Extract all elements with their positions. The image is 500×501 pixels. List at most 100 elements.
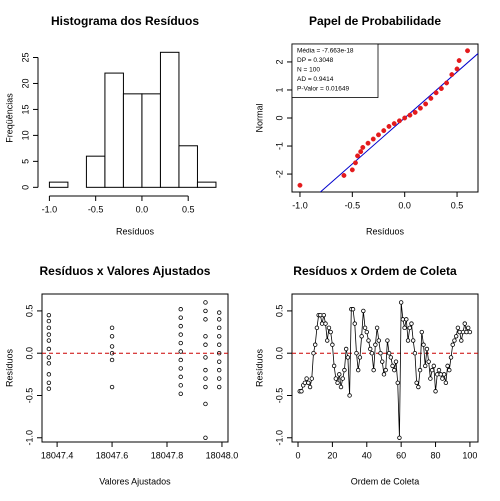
point bbox=[362, 325, 368, 331]
point bbox=[450, 342, 455, 347]
panel: Resíduos x Ordem de Coleta Ordem de Colet… bbox=[254, 264, 479, 486]
legend-entry: AD = 0.9414 bbox=[297, 76, 334, 83]
point bbox=[109, 344, 115, 349]
x-tick-label: 0.0 bbox=[136, 204, 149, 214]
point bbox=[337, 372, 342, 377]
point bbox=[459, 338, 464, 343]
y-axis-label: Freqüências bbox=[4, 93, 14, 143]
y-tick-label: 15 bbox=[20, 104, 30, 114]
point bbox=[465, 48, 470, 54]
point bbox=[178, 332, 183, 337]
point bbox=[414, 380, 419, 385]
y-tick-label: 25 bbox=[20, 52, 30, 62]
point bbox=[373, 342, 378, 347]
x-tick-label: 40 bbox=[362, 450, 372, 460]
point bbox=[398, 300, 404, 305]
x-tick-label: 18048.0 bbox=[206, 450, 239, 460]
y-tick-label: 20 bbox=[20, 78, 30, 88]
point bbox=[109, 334, 115, 339]
point bbox=[109, 351, 115, 356]
point bbox=[203, 384, 208, 390]
point bbox=[429, 367, 435, 373]
point bbox=[330, 342, 335, 347]
point bbox=[417, 367, 423, 373]
bar bbox=[48, 181, 69, 188]
point bbox=[333, 376, 339, 381]
panel: Resíduos x Valores Ajustados Valores Ajus… bbox=[4, 264, 238, 486]
point bbox=[428, 376, 433, 381]
point bbox=[447, 367, 452, 373]
plot-area bbox=[292, 300, 478, 440]
point bbox=[456, 58, 462, 63]
point bbox=[350, 307, 356, 312]
point bbox=[309, 376, 314, 381]
point bbox=[440, 376, 445, 381]
point bbox=[331, 363, 337, 369]
point bbox=[340, 376, 345, 381]
y-tick-label: 2 bbox=[274, 59, 284, 64]
point bbox=[371, 367, 376, 373]
point bbox=[178, 315, 183, 320]
y-tick-label: 0.0 bbox=[24, 347, 34, 360]
point bbox=[357, 355, 363, 360]
bar bbox=[85, 155, 106, 188]
point bbox=[386, 123, 392, 129]
y-tick-label: -0.5 bbox=[274, 388, 284, 404]
y-tick-label: 1 bbox=[274, 87, 284, 92]
point bbox=[311, 351, 316, 356]
x-tick-label: 0.5 bbox=[182, 204, 195, 214]
legend-entry: P-Valor = 0.01649 bbox=[297, 86, 349, 93]
point bbox=[449, 72, 455, 78]
x-tick-label: -0.5 bbox=[88, 204, 104, 214]
point bbox=[297, 182, 303, 188]
point bbox=[203, 376, 208, 381]
point bbox=[352, 321, 357, 326]
point bbox=[444, 80, 450, 86]
point bbox=[452, 338, 457, 343]
chart-title: Papel de Probabilidade bbox=[309, 14, 441, 28]
point bbox=[203, 300, 208, 305]
point bbox=[409, 321, 414, 326]
point bbox=[328, 329, 333, 335]
chart-title: Resíduos x Valores Ajustados bbox=[40, 264, 211, 278]
point bbox=[374, 325, 380, 331]
point bbox=[345, 355, 351, 360]
point bbox=[307, 384, 313, 390]
legend-box bbox=[291, 43, 379, 98]
y-axis-label: Resíduos bbox=[4, 348, 14, 387]
y-tick-label: 10 bbox=[20, 130, 30, 140]
point bbox=[404, 317, 409, 322]
legend-entry: Média = -7.663e-18 bbox=[297, 48, 354, 55]
point bbox=[466, 325, 471, 331]
point bbox=[313, 342, 318, 347]
point bbox=[423, 363, 428, 369]
point bbox=[341, 173, 347, 178]
point bbox=[217, 351, 222, 356]
point bbox=[438, 86, 444, 92]
point bbox=[412, 109, 418, 115]
bar bbox=[178, 145, 198, 188]
point bbox=[405, 338, 411, 343]
point bbox=[454, 66, 460, 72]
point bbox=[417, 105, 423, 111]
point bbox=[178, 357, 183, 363]
point bbox=[365, 140, 371, 146]
point bbox=[178, 366, 183, 371]
point bbox=[433, 389, 438, 394]
point bbox=[423, 101, 429, 107]
point bbox=[217, 310, 222, 315]
point bbox=[381, 128, 387, 134]
x-tick-label: -0.5 bbox=[345, 200, 361, 210]
point bbox=[358, 149, 364, 155]
point bbox=[378, 351, 383, 356]
x-tick-label: 0 bbox=[296, 450, 301, 460]
point bbox=[217, 325, 222, 331]
point bbox=[390, 363, 395, 369]
x-tick-label: -1.0 bbox=[292, 200, 308, 210]
y-tick-label: 0.5 bbox=[274, 305, 284, 318]
x-tick-label: 80 bbox=[431, 450, 441, 460]
point bbox=[109, 357, 115, 363]
x-tick-label: 18047.8 bbox=[151, 450, 184, 460]
point bbox=[412, 351, 418, 356]
